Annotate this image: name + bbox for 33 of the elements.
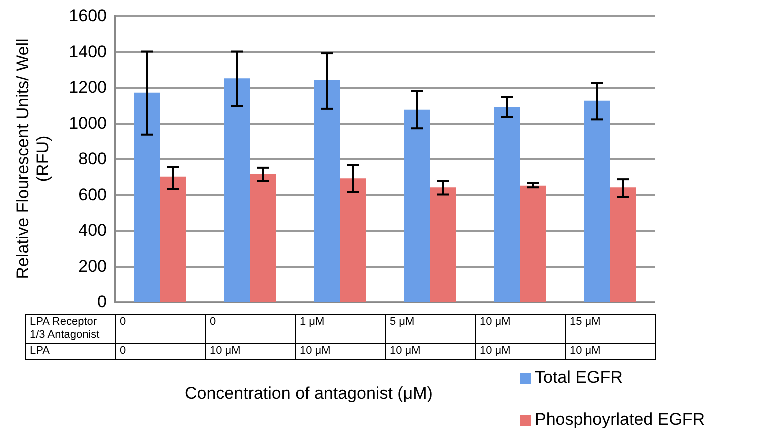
category-label: 0 0 <box>120 316 126 357</box>
y-tick-label: 1200 <box>69 78 107 97</box>
bar <box>224 78 250 302</box>
category-label: 0 10 μM <box>210 316 241 357</box>
bar <box>404 110 430 302</box>
y-tick-label: 800 <box>78 150 107 168</box>
category-label: 1 μM 10 μM <box>300 316 331 357</box>
y-tick-label: 200 <box>78 256 107 276</box>
text: LPA Receptor 1/3 Antagonist <box>26 314 116 344</box>
bar <box>520 186 546 302</box>
bar <box>430 188 456 302</box>
category-label: 15 μM 10 μM <box>570 316 601 357</box>
bar <box>610 188 636 302</box>
y-tick-label: 1600 <box>69 6 107 26</box>
category-label: 5 μM 10 μM <box>390 316 421 357</box>
bar <box>160 176 186 302</box>
bar <box>584 100 610 302</box>
y-tick-label: 1000 <box>69 114 107 133</box>
category-label: 10 μM 10 μM <box>480 316 511 357</box>
bar <box>134 92 160 302</box>
legend-label: Total EGFR <box>535 368 623 388</box>
bar <box>314 80 340 302</box>
legend-label: Phosphoyrlated EGFR <box>535 410 706 430</box>
y-tick-label: 400 <box>78 221 107 240</box>
x-axis-title: Concentration of antagonist (μM) <box>185 384 433 404</box>
bar <box>494 107 520 302</box>
y-tick-label: 0 <box>98 292 107 312</box>
bar <box>250 174 276 302</box>
y-tick-label: 1400 <box>69 42 107 62</box>
text: LPA <box>26 344 116 360</box>
bar <box>340 178 366 302</box>
y-axis-title: Relative Flourescent Units/ Well (RFU) <box>14 38 52 280</box>
y-tick-label: 600 <box>78 185 107 204</box>
